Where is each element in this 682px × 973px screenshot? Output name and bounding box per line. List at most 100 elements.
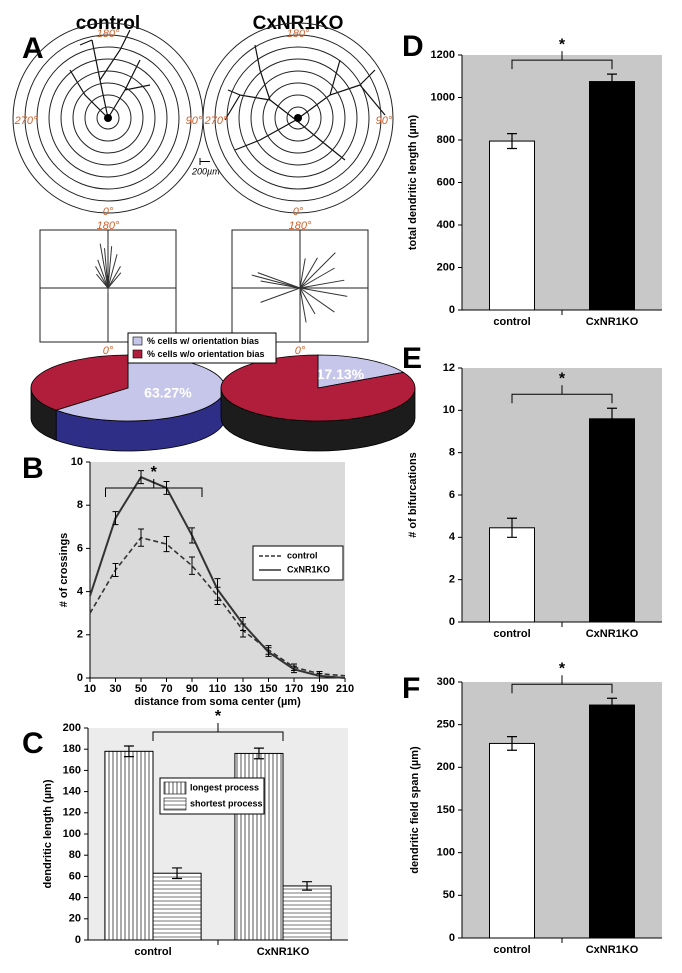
legend-label: % cells w/ orientation bias	[147, 336, 259, 346]
y-tick-label: 200	[63, 722, 81, 734]
pie-slice	[30, 354, 129, 411]
bar	[489, 140, 535, 311]
y-tick-label: 120	[63, 807, 81, 819]
x-tick-label: control	[493, 316, 530, 328]
y-tick-label: 10	[443, 404, 455, 416]
ring	[96, 106, 120, 130]
rose-ray	[299, 279, 345, 289]
error-bar	[302, 881, 313, 891]
y-tick-label: 4	[77, 586, 84, 598]
error-bar	[507, 133, 517, 150]
rose-ray	[251, 274, 301, 289]
y-tick-label: 160	[63, 764, 81, 776]
error-bar	[607, 407, 617, 430]
angle-label: 270°	[204, 115, 228, 127]
significance-star: *	[559, 370, 566, 387]
error-bar	[253, 747, 264, 760]
panel-label: E	[402, 342, 422, 375]
error-bar	[265, 647, 272, 657]
rose-ray	[107, 246, 113, 289]
bar	[589, 704, 635, 939]
ring	[214, 34, 382, 202]
y-tick-label: 40	[69, 892, 81, 904]
y-tick-label: 8	[77, 499, 83, 511]
y-axis-label: dendritic field span (µm)	[409, 746, 421, 874]
y-tick-label: 400	[437, 219, 455, 231]
panel-label: A	[22, 32, 44, 65]
ring	[238, 58, 358, 178]
significance-star: *	[559, 660, 566, 677]
y-axis-label: # of bifurcations	[407, 452, 419, 538]
significance-bracket	[152, 723, 284, 742]
y-tick-label: 1200	[431, 49, 455, 61]
rose-ray	[107, 272, 122, 289]
x-tick-label: CxNR1KO	[586, 944, 639, 956]
legend-label: CxNR1KO	[287, 564, 330, 574]
bar	[152, 872, 202, 941]
error-bar	[123, 745, 134, 758]
rose-ray	[107, 254, 118, 289]
legend-swatch	[163, 797, 187, 811]
pie-slice	[317, 354, 405, 389]
y-tick-label: 100	[437, 847, 455, 859]
y-tick-label: 250	[437, 719, 455, 731]
bar	[104, 750, 154, 941]
error-bar	[291, 665, 297, 674]
x-tick-label: 190	[310, 683, 328, 695]
angle-label: 0°	[293, 206, 304, 218]
x-tick-label: 30	[109, 683, 121, 695]
x-tick-label: control	[493, 628, 530, 640]
angle-label: 180°	[289, 220, 312, 232]
error-bar	[240, 617, 246, 631]
angle-label: 0°	[103, 345, 114, 357]
column-title: control	[76, 13, 140, 34]
y-tick-label: 600	[437, 176, 455, 188]
error-bar	[507, 517, 517, 538]
legend-swatch	[132, 349, 143, 359]
y-tick-label: 20	[69, 913, 81, 925]
angle-label: 180°	[97, 28, 120, 40]
rose-ray	[299, 287, 348, 297]
y-tick-label: 80	[69, 849, 81, 861]
rose-ray	[299, 287, 307, 323]
x-tick-label: 150	[259, 683, 277, 695]
bar	[489, 742, 535, 939]
ring	[36, 46, 180, 190]
x-tick-label: 210	[336, 683, 354, 695]
rose-ray	[260, 287, 301, 303]
y-tick-label: 200	[437, 761, 455, 773]
y-axis-label: # of crossings	[58, 533, 70, 608]
significance-star: *	[215, 708, 222, 725]
x-tick-label: 110	[209, 683, 227, 695]
y-tick-label: 12	[443, 362, 455, 374]
rose-ray	[299, 258, 306, 289]
x-tick-label: CxNR1KO	[257, 946, 310, 958]
error-bar	[138, 470, 144, 485]
rose-ray	[299, 257, 318, 289]
y-tick-label: 50	[443, 889, 455, 901]
rose-ray	[104, 248, 109, 289]
rose-ray	[97, 259, 109, 289]
x-tick-label: control	[493, 944, 530, 956]
ring	[60, 70, 156, 166]
y-tick-label: 0	[449, 616, 455, 628]
error-bar	[189, 527, 195, 544]
significance-bracket	[105, 479, 203, 497]
rose-ray	[96, 273, 109, 289]
angle-label: 0°	[295, 345, 306, 357]
x-tick-label: 130	[234, 683, 252, 695]
legend-swatch	[132, 336, 143, 346]
y-tick-label: 140	[63, 786, 81, 798]
ring	[84, 94, 132, 142]
x-tick-label: 70	[160, 683, 172, 695]
x-tick-label: control	[134, 946, 171, 958]
ring	[286, 106, 310, 130]
legend-label: control	[287, 550, 318, 560]
x-axis-label: distance from soma center (µm)	[134, 696, 301, 708]
significance-bracket	[511, 675, 613, 694]
y-tick-label: 200	[437, 261, 455, 273]
panel-label: F	[402, 672, 420, 705]
y-tick-label: 1000	[431, 91, 455, 103]
legend-label: shortest process	[190, 798, 263, 808]
rose-ray	[299, 287, 316, 315]
